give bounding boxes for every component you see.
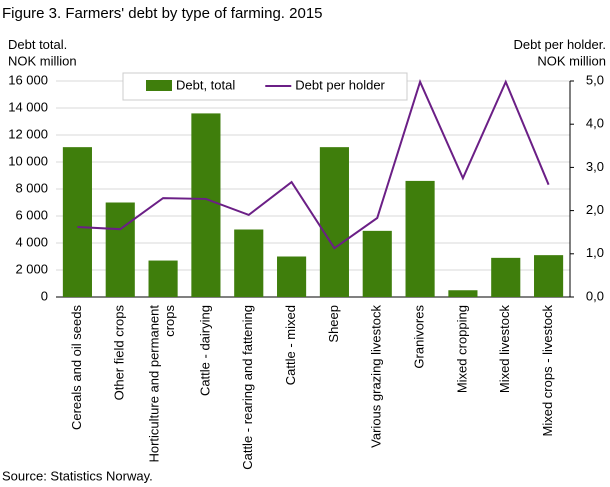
x-tick-label: Mixed livestock <box>497 305 512 394</box>
x-tick-label: Mixed cropping <box>454 305 469 393</box>
bar <box>534 255 564 297</box>
x-tick-label: Other field crops <box>112 305 127 401</box>
y2-tick-label: 0,0 <box>586 288 604 303</box>
legend-swatch <box>146 80 172 91</box>
x-tick-label: Mixed crops - livestock <box>540 305 555 437</box>
bar <box>448 290 478 297</box>
y2-tick-label: 4,0 <box>586 116 604 131</box>
bar <box>191 113 221 298</box>
y2-tick-label: 3,0 <box>586 159 604 174</box>
bar <box>62 147 92 297</box>
y-tick-label: 4 000 <box>15 234 48 249</box>
bar <box>491 257 521 297</box>
x-tick-label: Granivores <box>412 305 427 369</box>
bar <box>277 256 307 297</box>
y-tick-label: 8 000 <box>15 180 48 195</box>
x-tick-label: Horticulture and permanentcrops <box>147 305 178 463</box>
x-tick-label: Sheep <box>326 305 341 343</box>
y-tick-label: 6 000 <box>15 207 48 222</box>
bar <box>362 230 392 297</box>
bar <box>405 180 435 297</box>
y-tick-label: 10 000 <box>8 153 48 168</box>
y-tick-label: 16 000 <box>8 72 48 87</box>
y2-tick-label: 2,0 <box>586 202 604 217</box>
y-tick-label: 0 <box>41 288 48 303</box>
y2-axis-title: Debt per holder. NOK million <box>513 37 606 68</box>
bar <box>234 229 264 297</box>
x-tick-label: Various grazing livestock <box>369 305 384 448</box>
y-tick-label: 12 000 <box>8 126 48 141</box>
legend-label: Debt, total <box>176 77 235 92</box>
chart-title: Figure 3. Farmers' debt by type of farmi… <box>2 5 323 22</box>
x-tick-label: Cattle - dairying <box>197 305 212 396</box>
x-tick-label: Cereals and oil seeds <box>69 305 84 431</box>
bar <box>319 147 349 297</box>
line <box>77 79 550 250</box>
bar <box>148 260 178 297</box>
x-tick-label: Cattle - mixed <box>283 305 298 385</box>
y-axis-title: Debt total. NOK million <box>8 37 77 68</box>
y-tick-label: 2 000 <box>15 261 48 276</box>
y2-tick-label: 5,0 <box>586 72 604 87</box>
y2-tick-label: 1,0 <box>586 245 604 260</box>
bar <box>105 202 135 297</box>
x-tick-label: Cattle - rearing and fattening <box>240 305 255 470</box>
y-tick-label: 14 000 <box>8 99 48 114</box>
legend-label: Debt per holder <box>295 77 385 92</box>
source: Source: Statistics Norway. <box>2 468 153 483</box>
